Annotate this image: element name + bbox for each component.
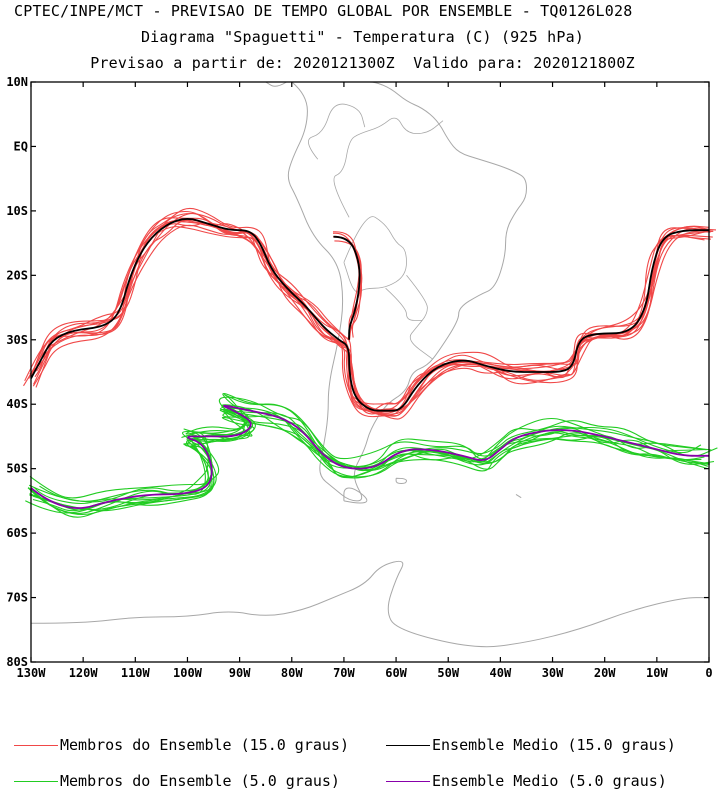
lon-tick-label: 130W [17,666,47,680]
lon-tick-label: 100W [173,666,203,680]
ensemble-member-contour [39,409,718,502]
legend-red-members: Membros do Ensemble (15.0 graus) [14,736,349,754]
border-segment [343,216,407,293]
ensemble-member-contour [35,226,711,420]
ensemble-member-contour [36,212,709,417]
border-segment [385,287,423,321]
lat-tick-label: 60S [6,526,28,540]
lon-tick-label: 40W [490,666,512,680]
ensemble-member-contour [32,224,714,415]
lon-tick-label: 60W [385,666,407,680]
antarctica-coastline [30,560,709,648]
legend-red-swatch [14,744,58,746]
lon-tick-label: 10W [646,666,668,680]
lon-tick-label: 70W [333,666,355,680]
lat-tick-label: 70S [6,591,28,605]
border-segment [333,117,444,218]
ensemble-member-contour [29,207,717,411]
coastline-segment [287,81,528,502]
coastline-segment [265,81,287,87]
legend-purple-swatch [386,780,430,782]
ensemble-mean-5-contour [30,404,709,510]
lon-tick-label: 0 [705,666,712,680]
ensemble-member-contour [27,405,702,514]
ensemble-member-contour [23,221,705,418]
red-member-contours [23,207,717,420]
lat-tick-label: 20S [6,268,28,282]
lon-tick-label: 20W [594,666,616,680]
legend-black-label: Ensemble Medio (15.0 graus) [432,736,676,754]
lat-tick-label: EQ [14,139,28,153]
map-frame [30,81,710,663]
map-title-line-3: Previsao a partir de: 2020121300Z Valido… [90,54,635,72]
ensemble-member-contour [28,212,709,411]
ensemble-member-contour [29,406,709,511]
lat-tick-label: 10S [6,204,28,218]
legend-black-mean: Ensemble Medio (15.0 graus) [386,736,676,754]
lon-tick-label: 90W [229,666,251,680]
ensemble-member-contour [33,409,710,512]
ensemble-member-contour [33,219,711,417]
ensemble-member-contour [34,392,712,505]
coastline-segment [343,487,368,504]
lon-tick-label: 110W [121,666,151,680]
border-segment [308,103,366,160]
ensemble-mean-15-andes-contour [333,235,361,340]
legend-green-swatch [14,780,58,782]
map-title-line-2: Diagrama "Spaguetti" - Temperatura (C) (… [140,28,585,46]
lat-tick-label: 40S [6,397,28,411]
legend-green-label: Membros do Ensemble (5.0 graus) [60,772,340,790]
legend-red-label: Membros do Ensemble (15.0 graus) [60,736,349,754]
border-segment [406,275,433,360]
legend-purple-label: Ensemble Medio (5.0 graus) [432,772,667,790]
ensemble-member-contour [31,219,713,415]
coastline-layer [30,81,709,648]
lon-tick-label: 50W [437,666,459,680]
ensemble-mean-contours [30,218,709,510]
coastline-segment [395,477,408,485]
ensemble-member-contour [29,394,707,499]
legend-purple-mean: Ensemble Medio (5.0 graus) [386,772,667,790]
lat-tick-label: 50S [6,462,28,476]
legend-green-members: Membros do Ensemble (5.0 graus) [14,772,340,790]
green-member-contours [25,392,718,518]
lat-tick-label: 30S [6,333,28,347]
lon-tick-label: 120W [69,666,99,680]
ensemble-mean-15-contour [30,218,709,412]
ensemble-member-contour [24,217,711,405]
lat-tick-label: 80S [6,655,28,669]
ensemble-member-contour [332,231,363,335]
lat-tick-label: 10N [6,75,28,89]
ensemble-member-contour [32,219,710,412]
lon-tick-label: 80W [281,666,303,680]
legend-black-swatch [386,744,430,746]
coastline-segment [515,493,522,499]
ensemble-member-contour [28,396,702,503]
lon-tick-label: 30W [542,666,564,680]
map-title-line-1: CPTEC/INPE/MCT - PREVISAO DE TEMPO GLOBA… [14,2,633,20]
ensemble-member-contour [31,210,711,414]
